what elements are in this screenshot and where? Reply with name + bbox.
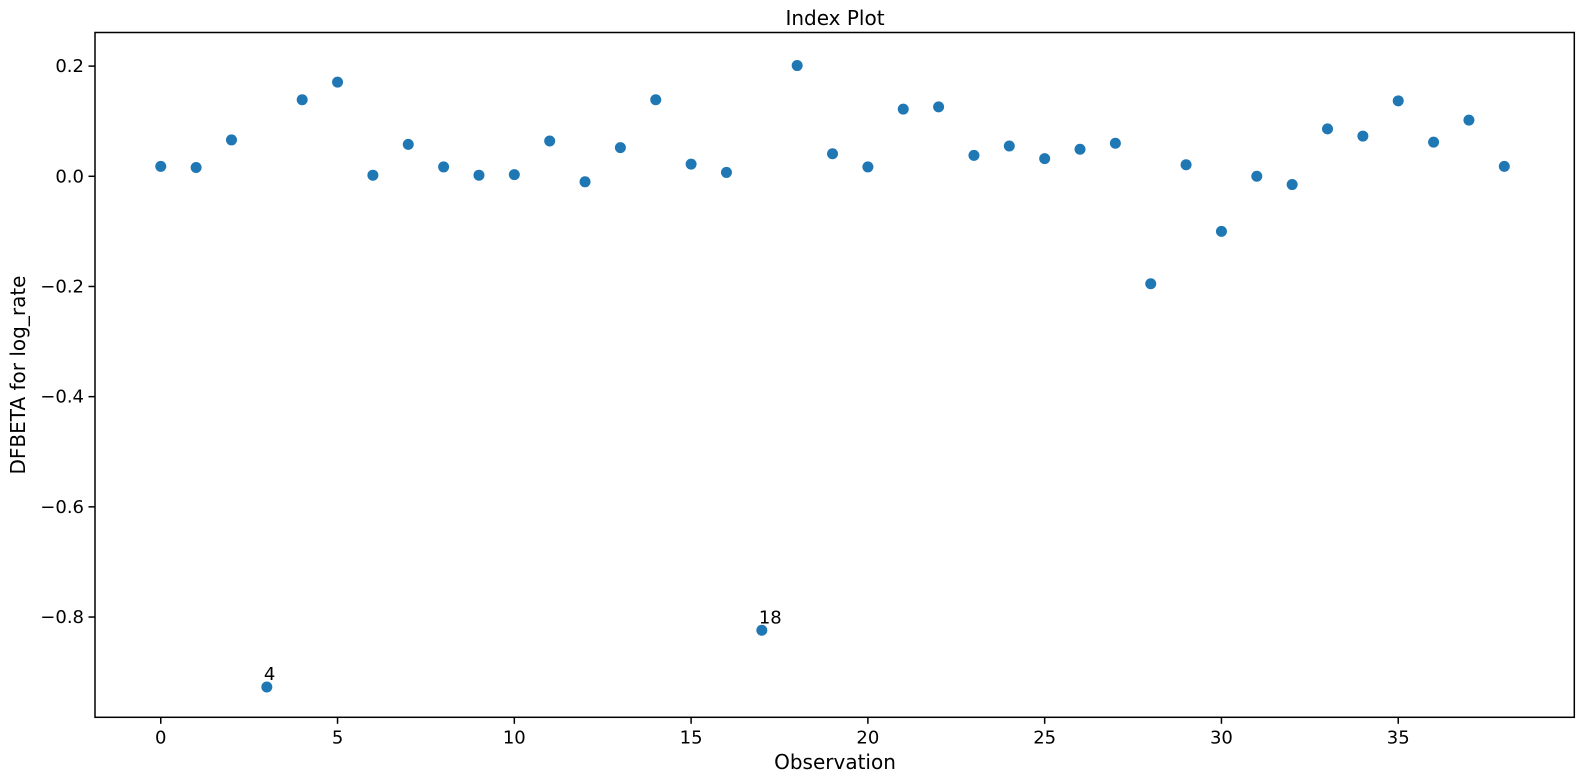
y-axis-label: DFBETA for log_rate [6, 275, 30, 475]
data-point [402, 138, 414, 150]
data-point [1251, 170, 1263, 182]
data-point [296, 94, 308, 106]
data-point [933, 101, 945, 113]
data-point [1322, 123, 1334, 135]
data-point [1145, 278, 1157, 290]
data-point [756, 624, 768, 636]
data-point [1463, 114, 1475, 126]
data-point [1286, 179, 1298, 191]
x-tick-label: 15 [680, 727, 703, 748]
data-point [650, 94, 662, 106]
data-point [261, 681, 273, 693]
data-point [438, 161, 450, 173]
x-tick-label: 30 [1210, 727, 1233, 748]
data-point [862, 161, 874, 173]
y-tick-label: −0.8 [40, 607, 84, 628]
data-point [827, 148, 839, 160]
plot-border [94, 31, 1576, 719]
data-point [190, 161, 202, 173]
data-point [1039, 153, 1051, 165]
data-point [1392, 95, 1404, 107]
data-point [1428, 136, 1440, 148]
data-point [1074, 143, 1086, 155]
y-tick-label: −0.2 [40, 276, 84, 297]
x-axis-label: Observation [774, 750, 896, 774]
y-tick-label: −0.6 [40, 497, 84, 518]
data-point [968, 149, 980, 161]
data-point [508, 169, 520, 181]
x-tick-label: 10 [503, 727, 526, 748]
point-annotation: 18 [759, 607, 782, 628]
data-point [332, 76, 344, 88]
y-tick-label: −0.4 [40, 387, 84, 408]
data-point [685, 158, 697, 170]
data-point [1215, 225, 1227, 237]
x-tick-label: 5 [332, 727, 343, 748]
data-point [720, 166, 732, 178]
data-point [1180, 159, 1192, 171]
data-point [155, 160, 167, 172]
y-tick-label: 0.2 [55, 56, 84, 77]
data-point [225, 134, 237, 146]
data-point [1109, 137, 1121, 149]
data-point [579, 176, 591, 188]
x-tick-label: 35 [1387, 727, 1410, 748]
data-point [1498, 160, 1510, 172]
data-point [897, 103, 909, 115]
x-tick-label: 25 [1033, 727, 1056, 748]
y-tick-label: 0.0 [55, 166, 84, 187]
data-point [1003, 140, 1015, 152]
x-tick-label: 0 [155, 727, 166, 748]
x-tick-label: 20 [856, 727, 879, 748]
data-point [614, 142, 626, 154]
data-point [473, 169, 485, 181]
data-point [791, 60, 803, 72]
data-point [544, 135, 556, 147]
data-point [367, 169, 379, 181]
data-point [1357, 130, 1369, 142]
point-annotation: 4 [264, 664, 275, 685]
chart-title: Index Plot [785, 6, 885, 30]
